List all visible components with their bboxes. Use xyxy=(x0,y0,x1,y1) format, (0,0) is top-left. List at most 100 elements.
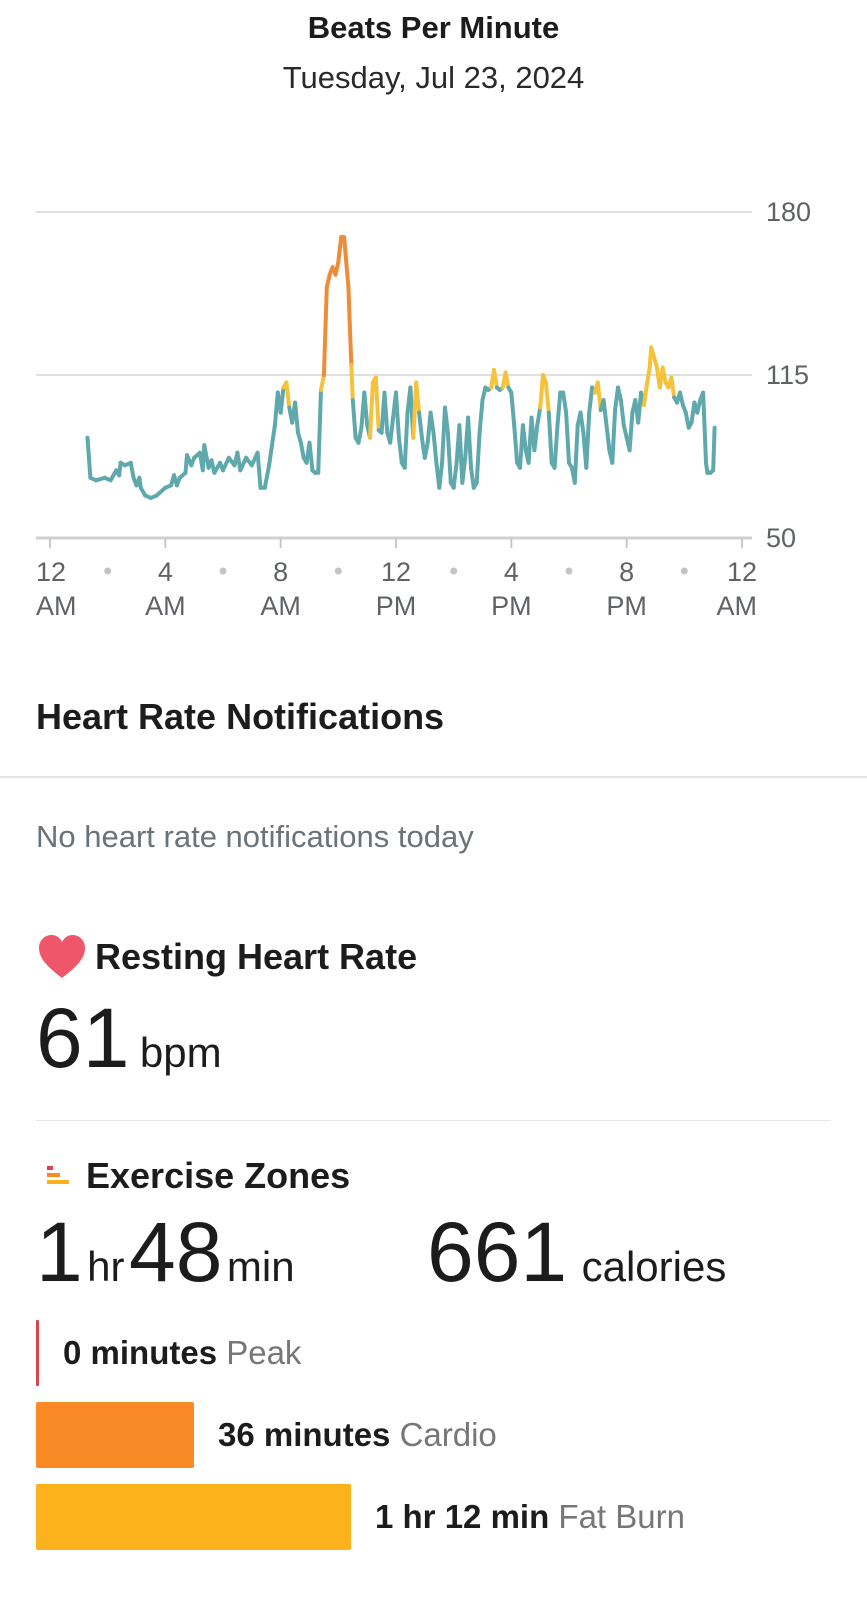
heart-rate-line-segment xyxy=(349,363,355,403)
heart-rate-line-segment xyxy=(543,380,551,415)
heart-rate-line-segment xyxy=(460,455,468,485)
heart-rate-line-segment xyxy=(402,410,410,470)
x-tick-label: PM xyxy=(376,591,417,621)
heart-rate-line-segment xyxy=(431,430,439,465)
x-tick-label: PM xyxy=(491,591,532,621)
zone-name: Peak xyxy=(226,1334,302,1371)
notifications-empty-text: No heart rate notifications today xyxy=(36,819,474,854)
x-tick-label: 8 xyxy=(619,557,634,587)
zone-text-peak: 0 minutes Peak xyxy=(63,1334,301,1372)
heart-rate-line-segment xyxy=(711,425,717,473)
heart-rate-line-segment xyxy=(584,410,592,470)
heart-rate-line-segment xyxy=(601,398,609,428)
heart-rate-line-segment xyxy=(616,385,623,403)
heart-rate-line-segment xyxy=(346,285,354,367)
heart-rate-line-segment xyxy=(642,383,649,408)
heart-rate-line-segment xyxy=(702,423,708,465)
section-divider xyxy=(36,1120,831,1121)
heart-rate-line-segment xyxy=(587,385,595,415)
heart-rate-line-segment xyxy=(202,443,211,470)
duration-minutes: 48 xyxy=(128,1205,223,1299)
heart-rate-line-segment xyxy=(307,440,315,473)
heart-rate-line-segment xyxy=(546,410,554,465)
x-tick-label: AM xyxy=(36,591,77,621)
heart-rate-line-segment xyxy=(221,455,231,473)
resting-bpm-unit: bpm xyxy=(139,1029,222,1076)
zones-icon xyxy=(45,1164,73,1188)
heart-rate-line-segment xyxy=(333,260,341,277)
heart-rate-line-segment xyxy=(503,370,511,390)
minutes-unit: min xyxy=(226,1243,295,1290)
x-minor-dot xyxy=(680,567,688,575)
heart-rate-line-segment xyxy=(382,390,390,435)
x-tick-label: PM xyxy=(606,591,647,621)
heart-rate-line-segment xyxy=(701,390,707,428)
duration-hours: 1 xyxy=(36,1205,83,1299)
heart-rate-line-segment xyxy=(695,398,703,415)
heart-rate-line-segment xyxy=(316,388,323,475)
heart-rate-line-segment xyxy=(578,410,586,435)
heart-rate-line-segment xyxy=(466,415,473,470)
heart-rate-line-segment xyxy=(255,450,263,490)
heart-rate-line-segment xyxy=(443,405,450,435)
zone-row-peak[interactable]: 0 minutes Peak xyxy=(36,1320,301,1386)
resting-heart-rate-value: 61 bpm xyxy=(36,990,222,1087)
heart-rate-line-segment xyxy=(445,430,453,485)
zone-minutes: 36 minutes xyxy=(218,1416,391,1453)
heart-rate-line-segment xyxy=(644,365,652,387)
x-minor-dot xyxy=(219,567,227,575)
heart-rate-line-segment xyxy=(604,423,612,453)
zone-duration: 1 hr 48 min xyxy=(36,1204,295,1301)
zone-text-fat-burn: 1 hr 12 min Fat Burn xyxy=(375,1498,685,1536)
zone-bar-fat-burn xyxy=(36,1484,351,1550)
heart-rate-line-segment xyxy=(238,455,249,473)
zone-name: Cardio xyxy=(399,1416,497,1453)
resting-bpm-number: 61 xyxy=(36,991,130,1085)
heart-rate-chart[interactable]: 180 115 50 12 AM 4 AM 8 AM 12 PM 4 PM 8 PM 12 AM xyxy=(0,190,867,640)
heart-rate-line-segment xyxy=(388,415,396,445)
heart-rate-line-segment xyxy=(324,272,332,290)
heart-rate-line-segment xyxy=(437,460,445,490)
heart-rate-line-segment xyxy=(552,423,560,470)
heart-rate-line-segment xyxy=(428,410,436,435)
zone-row-fat-burn[interactable]: 1 hr 12 min Fat Burn xyxy=(36,1484,685,1550)
heart-rate-line-segment xyxy=(627,410,635,453)
y-tick-label: 115 xyxy=(766,360,809,390)
zone-bar-peak xyxy=(36,1320,39,1386)
heart-rate-line-segment xyxy=(618,398,626,428)
zone-text-cardio: 36 minutes Cardio xyxy=(218,1416,497,1454)
heart-rate-line-segment xyxy=(492,368,499,390)
heart-rate-line-segment xyxy=(564,410,571,465)
heart-rate-line-segment xyxy=(621,423,629,440)
x-tick-label: 8 xyxy=(273,557,288,587)
heart-rate-line-segment xyxy=(128,460,136,480)
heart-rate-line-segment xyxy=(368,380,375,440)
x-minor-dot xyxy=(334,567,342,575)
chart-date: Tuesday, Jul 23, 2024 xyxy=(282,60,585,95)
heart-rate-line-segment xyxy=(362,390,370,428)
heart-rate-line-segment xyxy=(85,435,93,480)
heart-rate-line-segment xyxy=(293,400,300,435)
zone-row-cardio[interactable]: 36 minutes Cardio xyxy=(36,1402,497,1468)
heart-rate-line-segment xyxy=(572,423,580,485)
heart-rate-line-segment xyxy=(474,430,482,485)
heart-icon xyxy=(38,934,86,980)
y-tick-label: 180 xyxy=(766,197,811,227)
heart-rate-line-segment xyxy=(284,380,292,410)
section-divider xyxy=(0,776,867,778)
heart-rate-line-segment xyxy=(532,423,540,453)
heart-rate-line-segment xyxy=(342,235,351,290)
x-minor-dot xyxy=(104,567,112,575)
heart-rate-line-segment xyxy=(535,405,543,428)
heart-rate-line-segment xyxy=(477,398,485,435)
heart-rate-line-segment xyxy=(555,390,563,428)
x-tick-label: 12 xyxy=(727,557,757,587)
chart-title: Beats Per Minute xyxy=(307,10,560,45)
heart-rate-line-segment xyxy=(319,373,326,392)
exercise-zones-title: Exercise Zones xyxy=(86,1155,351,1196)
heart-rate-line-segment xyxy=(678,390,685,408)
x-tick-label: 4 xyxy=(504,557,519,587)
heart-rate-line-segment xyxy=(267,423,277,468)
heart-rate-line-segment xyxy=(561,390,569,415)
hours-unit: hr xyxy=(87,1243,125,1290)
